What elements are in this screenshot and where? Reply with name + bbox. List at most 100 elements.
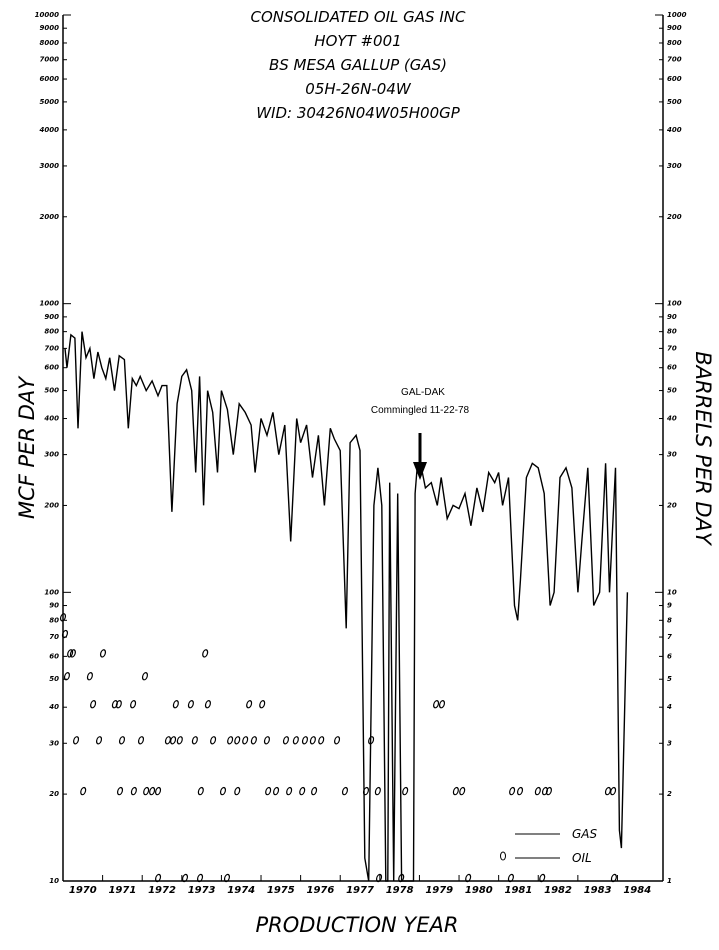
y-tick-label: 100 bbox=[44, 588, 59, 596]
y2-tick-label: 1000 bbox=[667, 11, 687, 19]
y-tick-label: 30 bbox=[49, 739, 59, 747]
y-tick-label: 4000 bbox=[40, 126, 60, 134]
y-tick-label: 80 bbox=[49, 616, 59, 624]
oil-point bbox=[149, 786, 156, 796]
oil-point bbox=[219, 786, 227, 796]
oil-point bbox=[509, 786, 516, 796]
oil-point bbox=[507, 873, 514, 883]
x-axis-label: PRODUCTION YEAR bbox=[256, 913, 459, 937]
oil-point bbox=[610, 873, 617, 883]
chart-title: BS MESA GALLUP (GAS) bbox=[269, 56, 447, 74]
oil-point bbox=[73, 736, 80, 745]
x-tick-label: 1974 bbox=[227, 885, 255, 896]
y2-tick-label: 500 bbox=[667, 98, 682, 106]
x-tick-label: 1984 bbox=[623, 885, 651, 896]
oil-point bbox=[376, 873, 383, 883]
oil-point bbox=[282, 736, 290, 745]
y-tick-label: 8000 bbox=[40, 39, 60, 47]
oil-point bbox=[196, 873, 204, 883]
x-tick-label: 1982 bbox=[544, 885, 572, 896]
y2-tick-label: 9 bbox=[667, 602, 672, 610]
y-tick-label: 5000 bbox=[40, 98, 60, 106]
y2-tick-label: 60 bbox=[667, 364, 677, 372]
oil-point bbox=[259, 700, 266, 709]
legend-label: OIL bbox=[572, 851, 592, 865]
y-tick-label: 90 bbox=[49, 602, 59, 610]
oil-point bbox=[59, 613, 67, 622]
oil-point bbox=[181, 873, 189, 883]
oil-point bbox=[191, 736, 198, 745]
oil-point bbox=[242, 736, 249, 745]
x-tick-label: 1977 bbox=[346, 885, 374, 896]
y2-tick-label: 70 bbox=[667, 344, 677, 352]
y-tick-label: 600 bbox=[44, 364, 59, 372]
oil-point bbox=[541, 786, 549, 796]
y-tick-label: 500 bbox=[44, 387, 59, 395]
legend-entry: OIL bbox=[500, 851, 592, 865]
title-block: CONSOLIDATED OIL GAS INC HOYT #001 BS MESA… bbox=[251, 8, 466, 122]
oil-point bbox=[137, 736, 145, 745]
y2-tick-label: 8 bbox=[667, 616, 672, 624]
y2-tick-label: 100 bbox=[667, 300, 682, 308]
oil-point bbox=[301, 736, 309, 745]
oil-point bbox=[516, 786, 524, 796]
x-tick-label: 1980 bbox=[465, 885, 493, 896]
x-tick-label: 1979 bbox=[425, 885, 453, 896]
y-tick-label: 6000 bbox=[40, 75, 60, 83]
oil-point bbox=[545, 786, 552, 796]
oil-point bbox=[96, 736, 103, 745]
y2-tick-label: 1 bbox=[667, 877, 672, 885]
y-tick-label: 200 bbox=[44, 501, 59, 509]
oil-point bbox=[246, 700, 253, 709]
oil-point bbox=[202, 649, 209, 658]
chart-title: CONSOLIDATED OIL GAS INC bbox=[251, 8, 466, 26]
y-tick-label: 10000 bbox=[35, 11, 59, 19]
x-tick-label: 1975 bbox=[267, 885, 295, 896]
y2-tick-label: 800 bbox=[667, 39, 682, 47]
y-tick-label: 40 bbox=[49, 703, 59, 711]
x-tick-label: 1970 bbox=[69, 885, 97, 896]
y2-axis-label: BARRELS PER DAY bbox=[691, 351, 715, 547]
oil-point bbox=[299, 786, 306, 796]
y-tick-label: 50 bbox=[49, 675, 59, 683]
oil-point bbox=[155, 873, 162, 883]
x-tick-label: 1972 bbox=[148, 885, 176, 896]
oil-point bbox=[263, 736, 270, 745]
oil-point bbox=[210, 736, 217, 745]
y-tick-label: 20 bbox=[49, 790, 59, 798]
annotation: GAL-DAK bbox=[401, 387, 445, 398]
annotation-arrow bbox=[413, 433, 427, 480]
oil-point bbox=[80, 786, 87, 796]
oil-point bbox=[374, 786, 381, 796]
y2-tick-label: 50 bbox=[667, 387, 677, 395]
oil-point bbox=[309, 736, 316, 745]
y2-tick-label: 6 bbox=[667, 652, 672, 660]
oil-point bbox=[273, 786, 280, 796]
y-tick-label: 3000 bbox=[40, 162, 60, 170]
y-tick-label: 2000 bbox=[40, 213, 60, 221]
y2-tick-label: 400 bbox=[667, 126, 682, 134]
y2-tick-label: 4 bbox=[667, 703, 672, 711]
oil-point bbox=[116, 786, 124, 796]
x-tick-label: 1983 bbox=[584, 885, 612, 896]
legend-entry: GAS bbox=[515, 827, 598, 841]
oil-point bbox=[250, 736, 257, 745]
y-tick-label: 7000 bbox=[40, 56, 60, 64]
oil-point bbox=[204, 700, 211, 709]
oil-point bbox=[172, 700, 179, 709]
oil-point bbox=[67, 649, 74, 658]
oil-point bbox=[86, 672, 93, 681]
y2-tick-label: 30 bbox=[667, 451, 677, 459]
y-tick-label: 400 bbox=[44, 415, 59, 423]
oil-point bbox=[534, 786, 541, 796]
oil-point bbox=[368, 736, 375, 745]
oil-point bbox=[539, 873, 546, 883]
oil-point bbox=[433, 700, 440, 709]
oil-point bbox=[90, 700, 97, 709]
annotation: Commingled 11-22-78 bbox=[371, 405, 470, 416]
chart-title: HOYT #001 bbox=[314, 32, 401, 50]
y2-tick-label: 40 bbox=[667, 415, 677, 423]
oil-point bbox=[234, 736, 241, 745]
oil-point bbox=[115, 700, 122, 709]
